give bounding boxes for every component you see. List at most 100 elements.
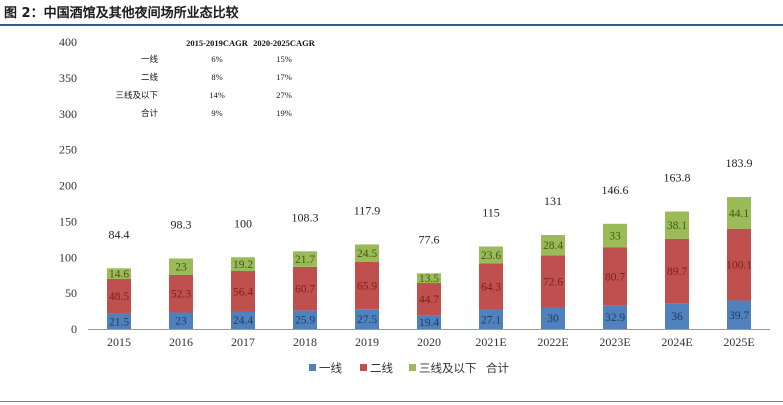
bar-segment xyxy=(727,228,751,301)
table-cell: 17% xyxy=(276,72,292,82)
x-axis: 2015 2016 2017 2018 2019 2020 2021E 2022E 2023E 2… xyxy=(88,329,770,349)
total-label: 163.8 xyxy=(664,170,691,184)
legend-swatch xyxy=(360,364,367,371)
data-label: 24.5 xyxy=(357,248,377,260)
data-label: 19.2 xyxy=(233,259,253,271)
x-tick-label: 2020 xyxy=(417,335,441,349)
table-cell: 15% xyxy=(276,54,292,64)
y-tick-label: 250 xyxy=(59,143,77,157)
figure-title: 图 2：中国酒馆及其他夜间场所业态比较 xyxy=(4,6,239,21)
bar-segment xyxy=(665,211,689,239)
y-tick-label: 200 xyxy=(59,179,77,193)
total-label: 100 xyxy=(234,216,252,230)
y-tick-label: 100 xyxy=(59,250,77,264)
x-tick-label: 2025E xyxy=(723,335,754,349)
x-tick-label: 2023E xyxy=(599,335,630,349)
data-label: 23 xyxy=(175,316,187,328)
bar-segment xyxy=(727,197,751,229)
data-label: 30 xyxy=(547,313,559,325)
x-tick-label: 2019 xyxy=(355,335,379,349)
x-tick-label: 2024E xyxy=(661,335,692,349)
table-cell: 19% xyxy=(276,108,292,118)
y-tick-label: 50 xyxy=(65,286,77,300)
bar-segment xyxy=(417,315,441,329)
bar-segment xyxy=(107,313,131,329)
bar-segment xyxy=(603,247,627,306)
data-label: 14.6 xyxy=(109,269,129,281)
table-cell: 14% xyxy=(209,90,225,100)
data-label: 65.9 xyxy=(357,281,377,293)
bottom-divider xyxy=(0,401,783,402)
x-tick-label: 2016 xyxy=(169,335,193,349)
data-label: 24.4 xyxy=(233,315,253,327)
x-tick-label: 2022E xyxy=(537,335,568,349)
data-label: 44.1 xyxy=(729,208,749,220)
table-cell: 8% xyxy=(211,72,222,82)
data-label: 19.4 xyxy=(419,317,439,329)
table-cell: 9% xyxy=(211,108,222,118)
total-label: 117.9 xyxy=(354,203,381,217)
bar-segment xyxy=(541,235,565,256)
data-label: 72.6 xyxy=(543,276,563,288)
table-cell: 6% xyxy=(211,54,222,64)
bar-segment xyxy=(355,261,379,310)
chart-legend: 一线 二线 三线及以下 合计 xyxy=(309,361,509,375)
data-label: 64.3 xyxy=(481,281,501,293)
table-header: 2015-2019CAGR xyxy=(186,38,249,48)
bar-segment xyxy=(541,255,565,308)
data-label: 38.1 xyxy=(667,220,687,232)
bar-segment xyxy=(231,311,255,329)
x-tick-label: 2017 xyxy=(231,335,255,349)
table-row-label: 合计 xyxy=(141,108,159,118)
y-tick-label: 400 xyxy=(59,35,77,49)
data-label: 33 xyxy=(609,231,621,243)
bar-segment xyxy=(293,310,317,329)
bar-segment xyxy=(231,271,255,312)
data-label: 36 xyxy=(671,311,683,323)
data-label: 39.7 xyxy=(729,310,749,322)
bar-series: 21.5 48.5 14.6 84.4 23 52.3 23 98.3 24.4 56.4 19.2… xyxy=(107,156,753,329)
data-label: 27.5 xyxy=(357,314,377,326)
bar-segment xyxy=(107,268,131,279)
y-tick-label: 150 xyxy=(59,214,77,228)
x-tick-label: 2018 xyxy=(293,335,317,349)
legend-swatch xyxy=(309,364,316,371)
total-label: 115 xyxy=(482,205,500,219)
table-row-label: 一线 xyxy=(141,54,159,64)
bar-segment xyxy=(231,257,255,272)
bar-segment xyxy=(169,312,193,329)
y-tick-label: 300 xyxy=(59,107,77,121)
bar-segment xyxy=(107,278,131,314)
data-label: 27.1 xyxy=(481,314,501,326)
table-cell: 27% xyxy=(276,90,292,100)
data-label: 13.5 xyxy=(419,273,439,285)
total-label: 98.3 xyxy=(171,217,192,231)
table-row-label: 二线 xyxy=(141,72,159,82)
data-label: 100.1 xyxy=(726,260,752,272)
bar-segment xyxy=(479,246,503,264)
data-label: 60.7 xyxy=(295,284,315,296)
total-label: 183.9 xyxy=(726,156,753,170)
data-label: 32.9 xyxy=(605,312,625,324)
bar-segment xyxy=(603,305,627,329)
bar-segment xyxy=(293,266,317,311)
data-label: 89.7 xyxy=(667,266,687,278)
bar-segment xyxy=(417,273,441,284)
bar-segment xyxy=(355,309,379,329)
data-label: 44.7 xyxy=(419,294,439,306)
x-tick-label: 2021E xyxy=(475,335,506,349)
data-label: 21.7 xyxy=(295,254,315,266)
data-label: 25.9 xyxy=(295,315,315,327)
bar-segment xyxy=(727,300,751,329)
total-label: 84.4 xyxy=(109,227,130,241)
data-label: 52.3 xyxy=(171,289,191,301)
y-axis: 0 50 100 150 200 250 300 350 400 xyxy=(59,35,77,336)
bar-segment xyxy=(603,223,627,248)
data-label: 48.5 xyxy=(109,291,129,303)
legend-label: 二线 xyxy=(370,361,393,375)
total-label: 108.3 xyxy=(292,210,319,224)
bar-segment xyxy=(479,263,503,310)
x-tick-label: 2015 xyxy=(107,335,131,349)
total-label: 131 xyxy=(544,194,562,208)
